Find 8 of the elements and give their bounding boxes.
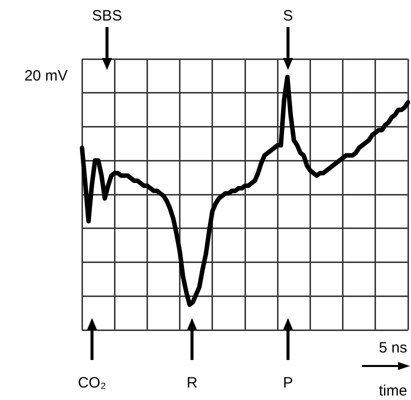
text: CO₂ [78,374,106,392]
text: S [282,8,294,24]
text: SBS [92,8,122,24]
text: time [378,382,408,400]
text: R [186,374,198,392]
text: 20 mV [24,68,68,84]
text: P [282,374,294,392]
text: 5 ns [378,340,408,356]
